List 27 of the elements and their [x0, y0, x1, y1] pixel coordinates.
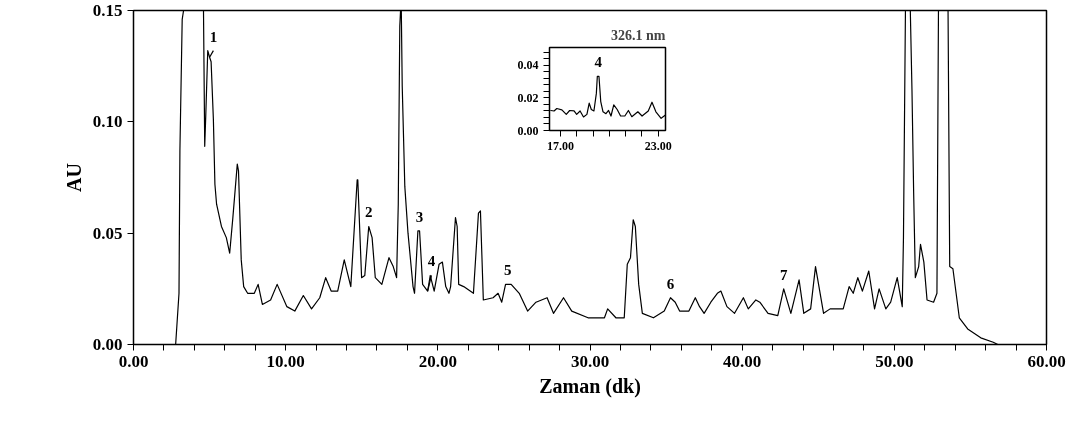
annotation: 7	[779, 266, 788, 283]
y-tick-label: 0.15	[92, 1, 123, 20]
annotation: 3	[415, 208, 424, 225]
x-tick-label: 10.00	[266, 351, 305, 371]
x-tick-label: 60.00	[1027, 351, 1066, 371]
annotation: 5	[504, 262, 512, 279]
annotation: 4	[427, 253, 436, 270]
y-axis-title: AU	[62, 163, 85, 192]
chart-title: 326.1 nm	[611, 27, 666, 43]
x-tick-label: 30.00	[570, 351, 610, 371]
annotation: 6	[666, 275, 675, 292]
annotation: 2	[365, 204, 373, 221]
x-tick-label: 0.00	[118, 351, 149, 371]
annotation: 4	[594, 54, 603, 71]
y-tick-label: 0.02	[517, 90, 539, 105]
y-tick-label: 0.00	[517, 123, 539, 138]
x-tick-label: 20.00	[418, 351, 457, 371]
y-tick-label: 0.00	[92, 335, 123, 354]
x-tick-label: 40.00	[723, 351, 762, 371]
x-axis-title: Zaman (dk)	[539, 374, 641, 398]
y-tick-label: 0.05	[92, 223, 123, 243]
x-tick-label: 23.00	[644, 138, 672, 153]
x-tick-label: 50.00	[875, 351, 914, 371]
y-tick-label: 0.04	[517, 58, 539, 73]
x-tick-label: 17.00	[547, 138, 575, 153]
annotation: 1	[209, 28, 218, 45]
y-tick-label: 0.10	[92, 112, 123, 132]
